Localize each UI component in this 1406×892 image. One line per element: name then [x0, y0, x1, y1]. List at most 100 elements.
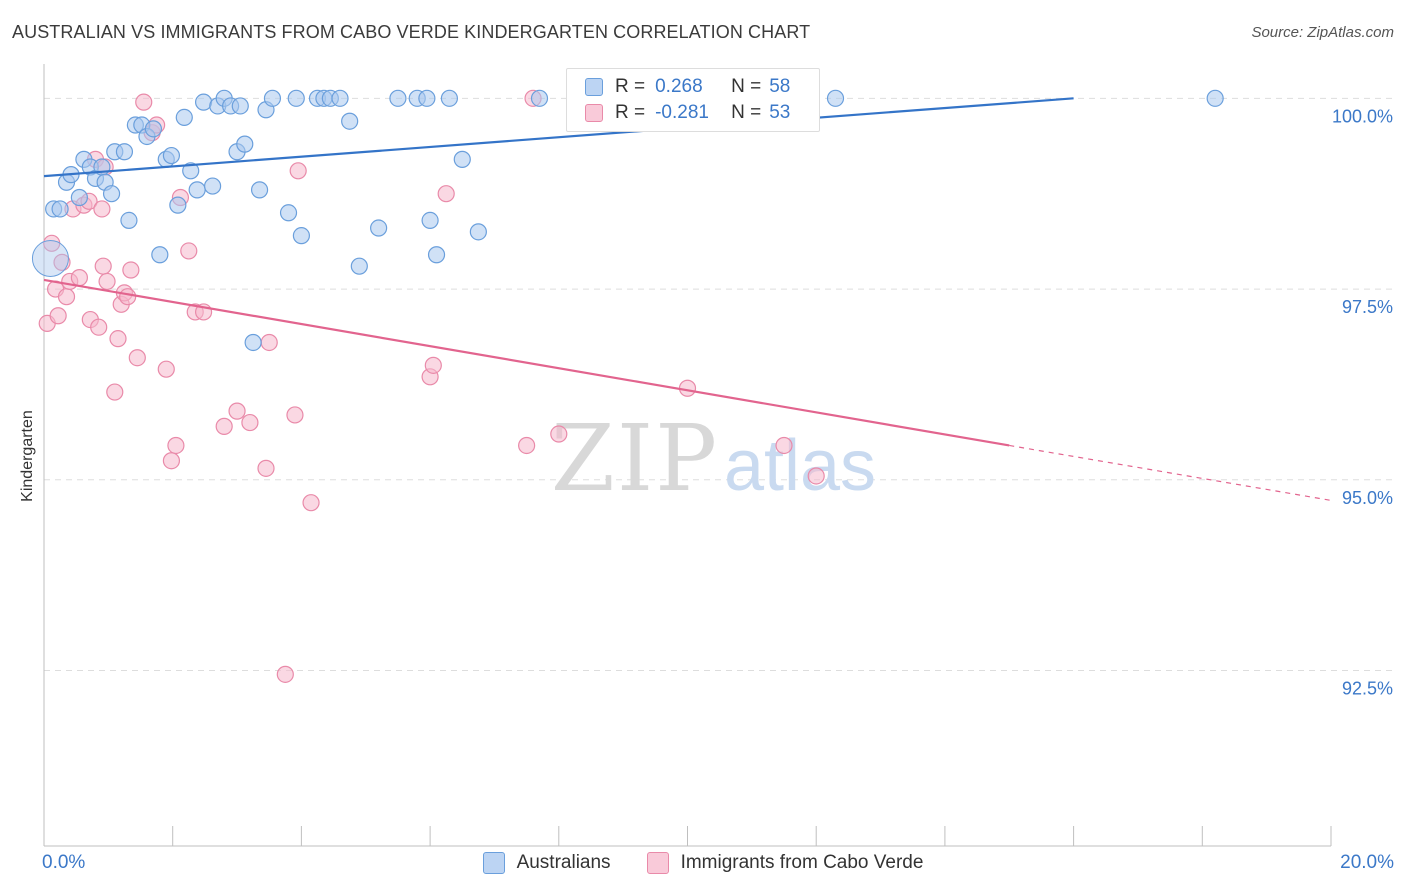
data-point-cabo-verde: [302, 494, 320, 512]
y-tick-label: 100.0%: [1332, 106, 1393, 126]
data-point-cabo-verde: [228, 402, 246, 420]
trend-line-australians: [43, 97, 1074, 178]
legend-r-label: R =: [615, 76, 646, 97]
data-point-cabo-verde: [289, 162, 307, 180]
data-point-australian: [144, 120, 162, 138]
watermark: ZIP atlas: [551, 405, 876, 512]
data-point-cabo-verde: [286, 406, 304, 424]
data-point-australian: [350, 257, 368, 275]
data-point-australian: [231, 97, 249, 115]
data-point-cabo-verde: [93, 200, 111, 218]
data-point-cabo-verde: [90, 318, 108, 336]
data-point-cabo-verde: [180, 242, 198, 260]
data-point-cabo-verde: [260, 333, 278, 352]
data-point-australian: [182, 162, 200, 180]
legend-swatch-pink: [646, 852, 669, 874]
stats-legend: R = 0.268 N = 58 R = -0.281 N = 53: [566, 68, 820, 132]
series-cabo-verde: [38, 89, 825, 683]
legend-row-cabo-verde: R = -0.281 N = 53: [585, 101, 790, 125]
data-point-australian: [440, 89, 459, 107]
legend-n-label: N =: [731, 102, 762, 123]
data-point-australian: [102, 185, 121, 203]
data-point-cabo-verde: [128, 349, 146, 367]
data-point-cabo-verde: [122, 261, 140, 279]
data-point-cabo-verde: [53, 253, 71, 271]
legend-r-value: -0.281: [655, 102, 709, 123]
legend-n-value: 53: [769, 102, 791, 123]
data-point-australian: [427, 246, 446, 264]
legend-r-value: 0.268: [655, 76, 703, 97]
data-point-australian: [530, 89, 549, 107]
data-point-cabo-verde: [135, 93, 153, 111]
data-point-australian: [826, 89, 845, 107]
y-tick-label: 97.5%: [1342, 297, 1393, 317]
legend-n-value: 58: [769, 76, 791, 97]
data-point-australian: [120, 211, 138, 229]
legend-swatch-pink: [585, 104, 603, 122]
watermark-zip: ZIP: [551, 405, 719, 512]
y-tick-label: 92.5%: [1342, 679, 1393, 699]
data-point-cabo-verde: [70, 269, 88, 287]
data-point-australian: [188, 181, 206, 199]
data-point-cabo-verde: [424, 356, 442, 374]
data-point-cabo-verde: [518, 436, 536, 455]
data-point-cabo-verde: [57, 288, 76, 306]
data-point-cabo-verde: [807, 467, 825, 485]
data-point-australian: [169, 196, 187, 214]
axes: [43, 64, 1332, 847]
legend-label-cabo-verde: Immigrants from Cabo Verde: [680, 852, 924, 873]
data-point-cabo-verde: [437, 185, 455, 203]
data-point-cabo-verde: [276, 665, 294, 683]
legend-item-cabo-verde: Immigrants from Cabo Verde: [646, 852, 924, 874]
legend-swatch-blue: [585, 78, 603, 96]
data-point-cabo-verde: [94, 257, 112, 275]
data-point-cabo-verde: [109, 330, 127, 348]
data-point-australian: [453, 150, 471, 168]
series-australians: [31, 89, 1224, 352]
data-point-cabo-verde: [98, 272, 116, 291]
data-point-cabo-verde: [49, 307, 67, 325]
data-point-cabo-verde: [550, 425, 568, 443]
y-tick-label: 95.0%: [1342, 488, 1393, 508]
trend-line-cabo-verde-extension: [1009, 444, 1332, 501]
data-point-australian: [279, 204, 298, 222]
data-point-australian: [203, 177, 222, 195]
data-point-australian: [421, 211, 439, 229]
data-point-cabo-verde: [241, 413, 259, 432]
chart-title: AUSTRALIAN VS IMMIGRANTS FROM CABO VERDE…: [12, 22, 811, 42]
data-point-australian: [1206, 89, 1224, 107]
data-point-australian: [250, 181, 269, 199]
data-point-cabo-verde: [157, 360, 175, 378]
data-point-australian: [263, 89, 282, 107]
data-point-australian: [418, 89, 436, 107]
legend-label-australians: Australians: [516, 852, 611, 873]
data-point-cabo-verde: [106, 383, 124, 401]
data-point-australian: [151, 246, 169, 264]
y-tick-labels: 92.5% 95.0% 97.5% 100.0%: [1332, 106, 1393, 698]
grid-lines: [44, 97, 1393, 672]
data-point-cabo-verde: [215, 417, 233, 435]
data-point-australian: [292, 227, 310, 245]
watermark-atlas: atlas: [724, 426, 876, 506]
x-tick-label-min: 0.0%: [42, 852, 86, 873]
data-point-australian: [70, 188, 88, 207]
data-point-cabo-verde: [167, 436, 185, 455]
data-point-australian: [341, 112, 359, 130]
trend-line-cabo-verde: [43, 278, 1010, 447]
data-point-australian: [331, 89, 349, 107]
data-point-australian-large: [31, 240, 69, 278]
data-point-australian: [115, 143, 134, 161]
data-point-australian: [244, 333, 262, 352]
data-point-australian: [236, 135, 254, 153]
data-point-australian: [389, 89, 407, 107]
series-legend: Australians Immigrants from Cabo Verde: [0, 852, 1406, 874]
trend-lines: [43, 97, 1332, 501]
data-point-australian: [175, 108, 193, 127]
data-point-cabo-verde: [257, 459, 275, 477]
x-tick-label-max: 20.0%: [1340, 852, 1394, 873]
data-point-australian: [287, 89, 305, 107]
data-point-australian: [194, 93, 213, 111]
legend-row-australians: R = 0.268 N = 58: [585, 75, 790, 99]
legend-r-label: R =: [615, 102, 646, 123]
